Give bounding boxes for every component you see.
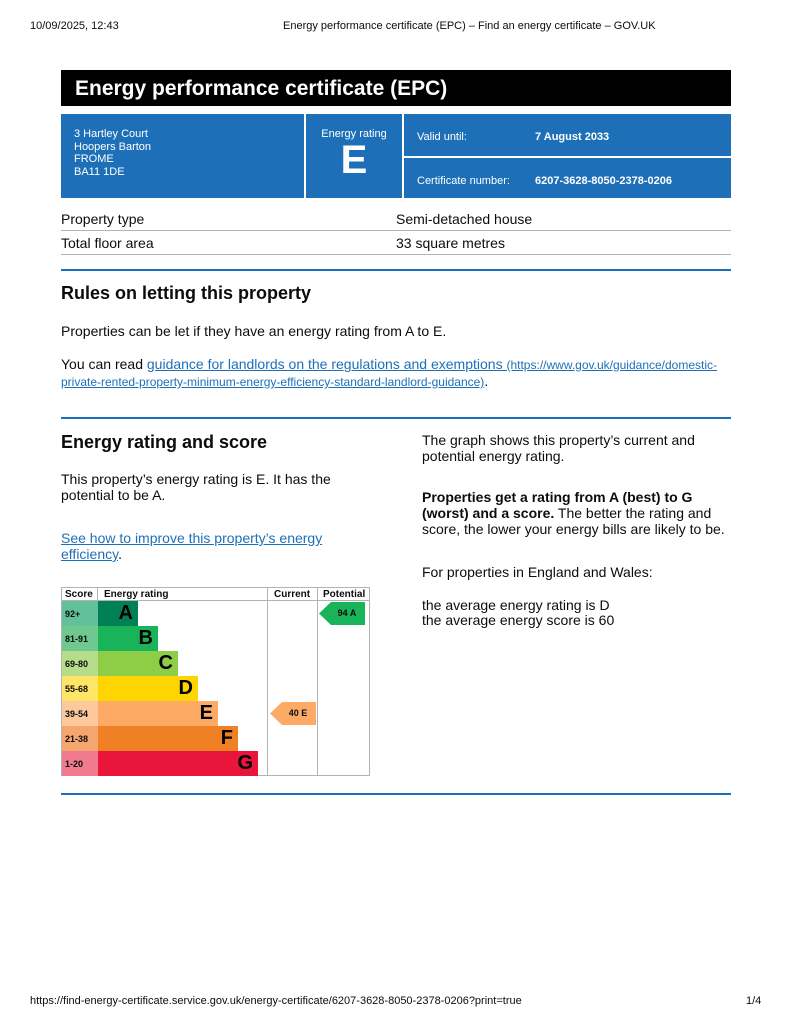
average-rating: the average energy rating is D [422,597,610,613]
text: You can read [61,356,147,372]
address: 3 Hartley Court Hoopers Barton FROME BA1… [61,114,304,198]
band-score-G: 1-20 [62,751,98,776]
band-score-E: 39-54 [62,701,98,726]
page-title: Energy performance certificate (EPC) [61,70,731,106]
band-score-C: 69-80 [62,651,98,676]
certificate-number-label: Certificate number: [417,175,510,187]
chart-header-row [62,588,369,601]
divider [61,793,731,795]
band-score-A: 92+ [62,601,98,626]
print-page: 1/4 [746,995,762,1007]
band-score-F: 21-38 [62,726,98,751]
print-url: https://find-energy-certificate.service.… [30,995,522,1007]
row-label: Total floor area [61,235,154,251]
england-wales: For properties in England and Wales: [422,564,653,580]
rules-guidance: You can read guidance for landlords on t… [61,356,721,390]
band-bar-B: B [98,626,158,651]
rules-heading: Rules on letting this property [61,283,312,303]
header-potential: Potential [323,589,366,600]
address-line: Hoopers Barton [74,140,152,153]
rules-text: Properties can be let if they have an en… [61,323,447,339]
score-text: This property’s energy rating is E. It h… [61,471,331,503]
energy-rating-value: E [340,138,368,182]
average-score: the average energy score is 60 [422,612,615,628]
text: . [484,373,489,389]
current-column [268,588,318,775]
improve-link[interactable]: See how to improve this property’s energ… [61,530,323,562]
row-value: 33 square metres [396,235,505,251]
print-datetime: 10/09/2025, 12:43 [30,20,119,32]
potential-rating-arrow: 94 A [319,602,365,625]
rating-explainer: Properties get a rating from A (best) to… [422,489,732,537]
band-bar-D: D [98,676,198,701]
divider [61,417,731,419]
epc-rating-chart: Score Energy rating Current Potential 92… [61,587,370,776]
graph-desc: The graph shows this property’s current … [422,432,695,464]
certificate-number-value: 6207-3628-8050-2378-0206 [535,175,673,187]
print-title: Energy performance certificate (EPC) – F… [283,20,656,32]
guidance-link[interactable]: guidance for landlords on the regulation… [61,356,718,389]
energy-rating-box: Energy rating E [306,114,402,198]
band-score-B: 81-91 [62,626,98,651]
improve-paragraph: See how to improve this property’s energ… [61,530,331,562]
valid-until-label: Valid until: [417,131,467,143]
header-score: Score [65,589,93,600]
energy-rating-label: Energy rating [321,128,387,140]
floor-area-row: Total floor area 33 square metres [61,231,731,255]
header-current: Current [274,589,311,600]
band-score-D: 55-68 [62,676,98,701]
band-bar-A: A [98,601,138,626]
certificate-number: Certificate number: 6207-3628-8050-2378-0… [404,158,731,198]
address-line: FROME [74,153,114,165]
band-bar-F: F [98,726,238,751]
valid-until-value: 7 August 2033 [535,131,610,143]
band-bar-E: E [98,701,218,726]
divider [61,269,731,271]
row-label: Property type [61,211,145,227]
valid-until: Valid until: 7 August 2033 [404,114,731,156]
current-rating-arrow: 40 E [270,702,316,725]
header-energy-rating: Energy rating [104,589,169,600]
rating-column [98,588,268,775]
address-line: 3 Hartley Court [74,128,148,140]
band-bar-C: C [98,651,178,676]
band-bar-G: G [98,751,258,776]
text: . [118,546,122,562]
text: The better the rating and score, the low… [422,505,725,537]
score-heading: Energy rating and score [61,432,268,452]
row-value: Semi-detached house [396,211,533,227]
property-type-row: Property type Semi-detached house [61,207,731,231]
text: Properties get a rating from A (best) to… [422,489,693,521]
address-line: BA11 1DE [74,165,125,178]
